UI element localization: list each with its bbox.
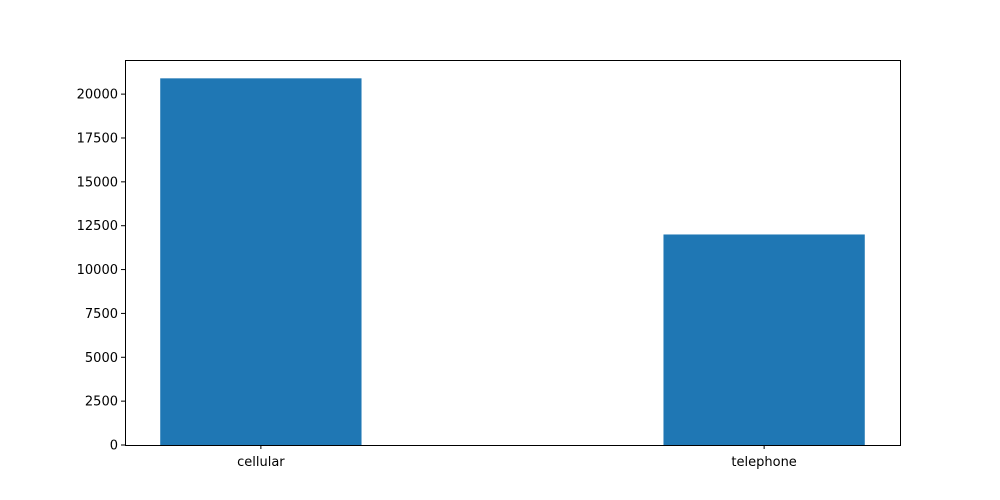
y-tick-label: 17500 [77, 131, 118, 146]
y-tick-label: 0 [110, 439, 118, 454]
y-tick-label: 10000 [77, 263, 118, 278]
x-tick-label: telephone [731, 455, 796, 470]
plot-frame [125, 60, 901, 446]
x-axis: cellular telephone [237, 445, 797, 470]
y-tick-label: 7500 [85, 307, 118, 322]
y-tick-label: 15000 [77, 175, 118, 190]
x-tick-label: cellular [237, 455, 285, 470]
bars [160, 78, 865, 445]
y-axis: 0 2500 5000 7500 10000 12500 15000 17500 20000 [77, 88, 125, 454]
bar-telephone [663, 234, 865, 445]
y-tick-label: 5000 [85, 351, 118, 366]
bar-cellular [160, 78, 362, 445]
y-tick-label: 20000 [77, 88, 118, 103]
y-tick-label: 2500 [85, 395, 118, 410]
y-tick-label: 12500 [77, 219, 118, 234]
